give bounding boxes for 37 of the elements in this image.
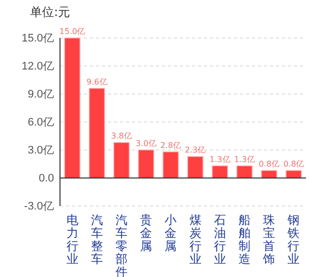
y-tick-label: 3.0亿 [28, 144, 54, 157]
x-tick-label: 贵金属 [140, 213, 152, 253]
bar [212, 165, 228, 178]
bar [261, 170, 278, 178]
bar [236, 165, 253, 178]
bar [64, 38, 80, 178]
data-label: 3.8亿 [111, 132, 132, 141]
bar [88, 88, 105, 178]
y-tick-label: 15.0亿 [22, 32, 54, 45]
y-tick-label: 9.0亿 [28, 88, 54, 101]
x-tick-label: 石油行业 [214, 213, 226, 266]
x-tick-label: 珠宝首饰 [262, 213, 276, 266]
bar [286, 170, 302, 178]
y-tick-label: 12.0亿 [22, 60, 54, 73]
y-tick-label: -3.0亿 [24, 200, 54, 213]
data-label: 2.8亿 [160, 140, 182, 150]
x-tick-label: 小金属 [164, 213, 177, 253]
data-label: 0.8亿 [283, 160, 304, 169]
bar [187, 156, 204, 178]
data-label: 9.6亿 [86, 77, 108, 86]
bar [138, 150, 154, 178]
y-tick-label: 0.0 [38, 172, 54, 185]
x-tick-label: 船舶制造 [238, 213, 250, 266]
data-label: 1.3亿 [210, 154, 230, 164]
data-label: 0.8亿 [258, 160, 280, 169]
x-tick-label: 汽车整车 [90, 213, 103, 266]
data-label: 3.0亿 [136, 139, 156, 148]
y-tick-label: 6.0亿 [28, 116, 54, 129]
x-tick-label: 钢铁行业 [286, 213, 300, 266]
data-label: 2.3亿 [184, 146, 206, 155]
data-label: 15.0亿 [59, 27, 86, 36]
chart-title: 单位:元 [30, 5, 70, 19]
x-tick-label: 电力行业 [66, 213, 78, 266]
bar [113, 142, 130, 178]
data-label: 1.3亿 [234, 154, 255, 164]
bar [162, 151, 179, 178]
x-tick-label: 煤炭行业 [189, 213, 202, 266]
